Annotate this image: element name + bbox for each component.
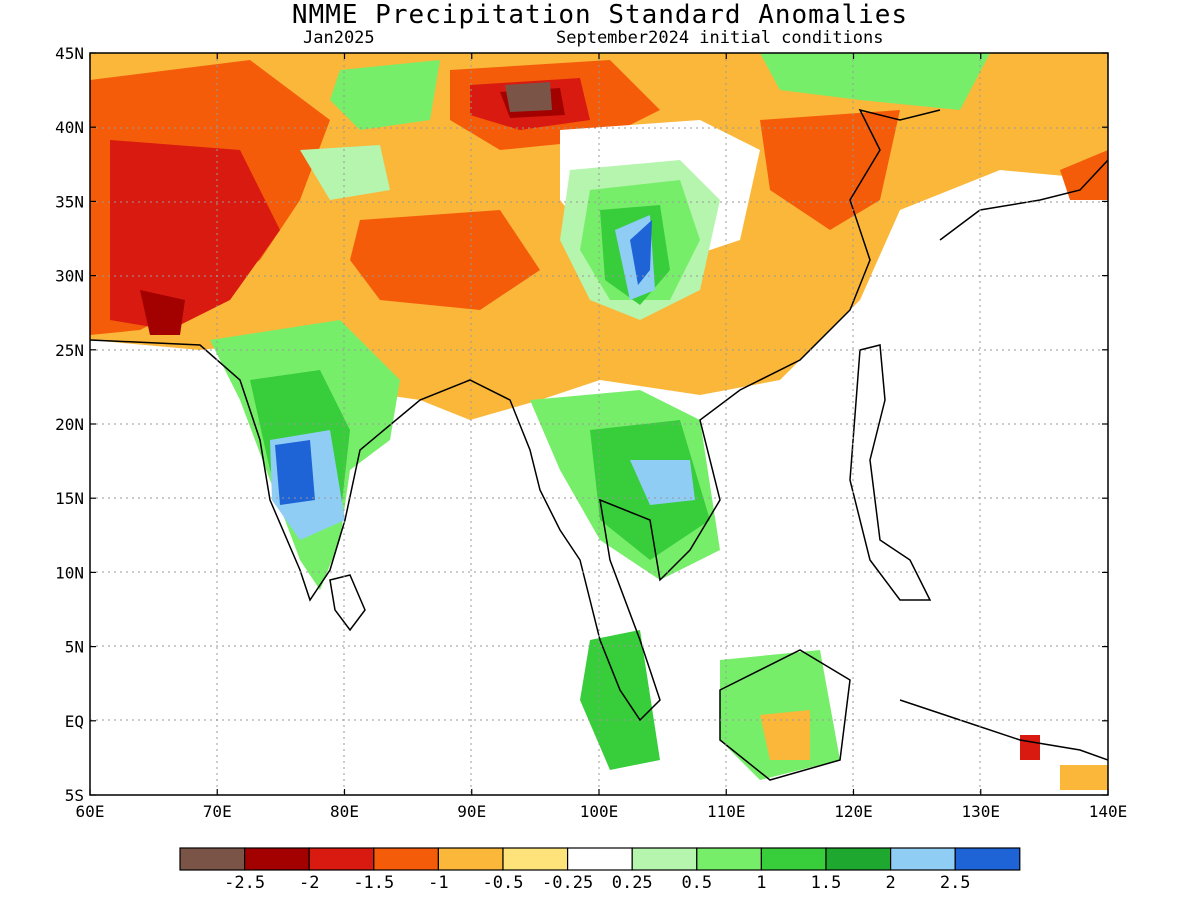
colorbar-label: 2 xyxy=(885,873,895,893)
dry-tibet xyxy=(350,210,540,310)
colorbar-label: -2 xyxy=(299,873,319,893)
lon-label: 60E xyxy=(76,802,105,821)
latitude-labels: 45N 40N 35N 30N 25N 20N 15N 10N 5N EQ 5S xyxy=(55,44,84,805)
colorbar-swatch xyxy=(437,847,504,871)
lon-label: 120E xyxy=(834,802,873,821)
colorbar-label: 0.5 xyxy=(681,873,712,893)
colorbar-label: 0.25 xyxy=(612,873,653,893)
dry-borneo xyxy=(760,710,810,760)
lat-label: 35N xyxy=(55,192,84,211)
lat-label: 25N xyxy=(55,341,84,360)
lon-label: 140E xyxy=(1089,802,1128,821)
colorbar-swatch xyxy=(696,847,762,871)
colorbar-label: 2.5 xyxy=(940,873,971,893)
colorbar-label: -1 xyxy=(428,873,448,893)
colorbar-swatch xyxy=(760,847,827,871)
colorbar-swatch xyxy=(954,847,1021,871)
lat-label: 15N xyxy=(55,489,84,508)
coastlines xyxy=(90,108,1108,781)
lat-label: 40N xyxy=(55,118,84,137)
lat-label: 5S xyxy=(65,786,84,805)
colorbar-swatch xyxy=(889,847,956,871)
colorbar-swatch xyxy=(566,847,633,871)
lat-label: 45N xyxy=(55,44,84,63)
lat-label: 30N xyxy=(55,267,84,286)
initial-conditions: September2024 initial conditions xyxy=(556,28,884,48)
colorbar xyxy=(179,847,1021,871)
lon-label: 70E xyxy=(203,802,232,821)
lon-label: 110E xyxy=(707,802,746,821)
dry-patch-se xyxy=(1060,765,1108,790)
colorbar-swatch xyxy=(631,847,698,871)
wet-patch-northeast xyxy=(760,53,990,110)
colorbar-label: -2.5 xyxy=(224,873,265,893)
colorbar-label: -0.25 xyxy=(542,873,593,893)
lon-label: 90E xyxy=(457,802,486,821)
colorbar-swatch xyxy=(308,847,375,871)
map-title: NMME Precipitation Standard Anomalies xyxy=(291,0,909,30)
colorbar-swatch xyxy=(825,847,892,871)
colorbar-swatch xyxy=(179,847,246,871)
very-dry-afghanistan xyxy=(110,140,280,330)
extreme-wet-india xyxy=(275,440,315,505)
axis-ticks xyxy=(89,52,1109,796)
wet-patch-north xyxy=(330,60,440,130)
grid-lines xyxy=(90,53,1108,795)
wet-malaysia xyxy=(580,630,660,770)
very-wet-se-asia xyxy=(630,460,695,505)
lat-label: 10N xyxy=(55,563,84,582)
colorbar-swatch xyxy=(244,847,310,871)
lat-label: 20N xyxy=(55,415,84,434)
dry-japan xyxy=(1060,150,1108,200)
dry-north-china xyxy=(760,110,900,230)
lon-label: 80E xyxy=(330,802,359,821)
max-dry-cell xyxy=(505,82,552,112)
lat-label: EQ xyxy=(65,712,84,731)
extreme-wet-china xyxy=(630,220,652,285)
longitude-labels: 60E 70E 80E 90E 100E 110E 120E 130E 140E xyxy=(76,802,1128,821)
colorbar-labels: -2.5 -2 -1.5 -1 -0.5 -0.25 0.25 0.5 1 1.5 2 2.5 xyxy=(224,873,970,893)
lon-label: 100E xyxy=(580,802,619,821)
target-month: Jan2025 xyxy=(303,28,375,48)
colorbar-swatch xyxy=(502,847,569,871)
colorbar-label: -1.5 xyxy=(353,873,394,893)
extreme-dry-pakistan xyxy=(140,290,185,335)
wet-patch-2 xyxy=(300,145,390,200)
lat-label: 5N xyxy=(65,638,84,657)
anomaly-field xyxy=(90,53,1108,790)
colorbar-label: 1 xyxy=(756,873,766,893)
colorbar-label: 1.5 xyxy=(811,873,842,893)
dry-new-guinea xyxy=(1020,735,1040,760)
lon-label: 130E xyxy=(961,802,1000,821)
colorbar-swatch xyxy=(373,847,439,871)
colorbar-label: -0.5 xyxy=(483,873,524,893)
